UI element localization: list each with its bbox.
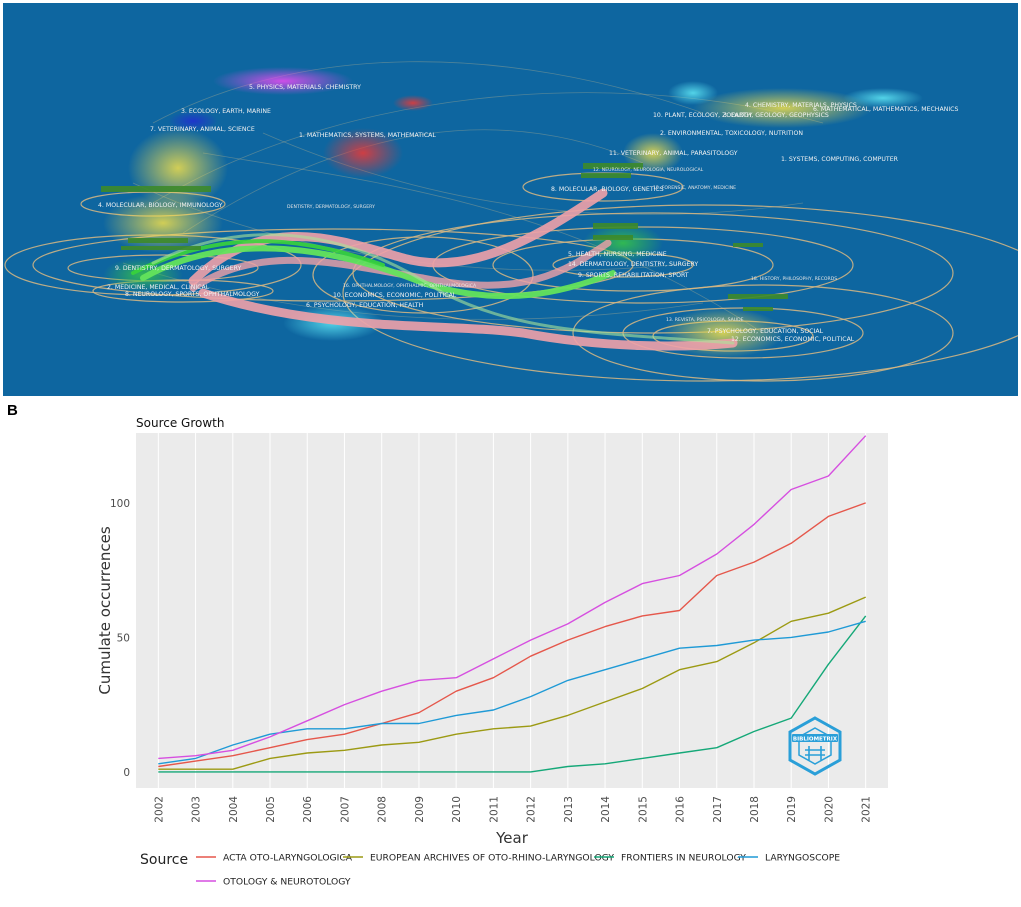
map-label: 5. PHYSICS, MATERIALS, CHEMISTRY <box>249 84 361 91</box>
map-label: 7. PSYCHOLOGY, EDUCATION, SOCIAL <box>707 328 824 335</box>
x-tick-label: 2015 <box>637 796 649 823</box>
x-tick-label: 2013 <box>563 796 575 823</box>
map-label: 9. DENTISTRY, DERMATOLOGY, SURGERY <box>115 265 241 272</box>
x-tick-label: 2009 <box>414 796 426 823</box>
legend-label: OTOLOGY & NEUROTOLOGY <box>223 877 351 888</box>
y-tick-label: 0 <box>123 767 130 779</box>
map-label: 12. ECONOMICS, ECONOMIC, POLITICAL <box>731 336 855 343</box>
x-tick-label: 2021 <box>861 796 873 823</box>
map-label: 11. VETERINARY, ANIMAL, PARASITOLOGY <box>609 150 738 157</box>
chart-title: Source Growth <box>136 416 224 430</box>
x-tick-label: 2012 <box>526 796 538 823</box>
y-axis-title: Cumulate occurrences <box>96 526 114 694</box>
map-label: 8. NEUROLOGY, SPORTS, OPHTHALMOLOGY <box>125 291 260 298</box>
map-label: 5. HEALTH, NURSING, MEDICINE <box>568 251 667 258</box>
series-line <box>158 615 867 773</box>
map-label: 1. SYSTEMS, COMPUTING, COMPUTER <box>781 156 899 163</box>
x-tick-label: 2004 <box>228 796 240 823</box>
cluster-labels: 5. PHYSICS, MATERIALS, CHEMISTRY 3. ECOL… <box>98 84 958 343</box>
x-tick-label: 2020 <box>823 796 835 823</box>
x-tick-label: 2010 <box>451 796 463 823</box>
series-line <box>158 620 866 765</box>
series-line <box>158 502 866 768</box>
map-label: 13. REVISTA, PSICOLOGIA, SAUDE <box>666 317 744 323</box>
map-label: 2. ENVIRONMENTAL, TOXICOLOGY, NUTRITION <box>660 130 803 137</box>
x-axis-title: Year <box>495 829 529 847</box>
legend-label: ACTA OTO-LARYNGOLOGICA <box>223 853 353 864</box>
map-label: 14. DERMATOLOGY, DENTISTRY, SURGERY <box>568 261 698 268</box>
x-tick-label: 2011 <box>488 796 500 823</box>
x-tick-label: 2007 <box>339 796 351 823</box>
y-tick-label: 100 <box>110 498 130 510</box>
map-label: 9. SPORTS, REHABILITATION, SPORT <box>578 272 689 279</box>
x-tick-label: 2017 <box>712 796 724 823</box>
map-label: 4. MOLECULAR, BIOLOGY, IMMUNOLOGY <box>98 202 223 209</box>
legend-title: Source <box>140 852 188 868</box>
x-tick-label: 2016 <box>675 796 687 823</box>
map-label-small: DENTISTRY, DERMATOLOGY, SURGERY <box>287 204 375 210</box>
map-label: 3. ECOLOGY, EARTH, MARINE <box>181 108 271 115</box>
legend-label: FRONTIERS IN NEUROLOGY <box>621 853 746 864</box>
panel-b-letter: B <box>7 402 18 419</box>
x-tick-label: 2014 <box>600 796 612 823</box>
series-lines <box>158 435 867 773</box>
logo-hexagon-outer <box>788 716 842 776</box>
overlay-science-map: 5. PHYSICS, MATERIALS, CHEMISTRY 3. ECOL… <box>3 3 1018 396</box>
legend-label: EUROPEAN ARCHIVES OF OTO-RHINO-LARYNGOLO… <box>370 853 614 864</box>
bibliometrix-logo: BIBLIOMETRIX <box>788 716 842 776</box>
logo-text: BIBLIOMETRIX <box>793 737 838 743</box>
legend-label: LARYNGOSCOPE <box>765 853 840 864</box>
x-tick-label: 2006 <box>302 796 314 823</box>
map-label-small: 15. FORENSIC, ANATOMY, MEDICINE <box>653 185 736 191</box>
series-line <box>158 596 866 770</box>
x-tick-label: 2002 <box>153 796 165 823</box>
y-tick-labels: 0 50 100 <box>110 498 130 779</box>
logo-mark <box>805 746 825 760</box>
map-label: 6. MATHEMATICAL, MATHEMATICS, MECHANICS <box>813 106 958 113</box>
x-tick-label: 2005 <box>265 796 277 823</box>
y-tick-label: 50 <box>117 632 130 644</box>
logo-banner <box>792 734 838 742</box>
map-label: 2. MEDICINE, MEDICAL, CLINICAL <box>107 284 210 291</box>
overlay-map-graphic: 5. PHYSICS, MATERIALS, CHEMISTRY 3. ECOL… <box>4 61 1018 382</box>
map-label: 18. HISTORY, PHILOSOPHY, RECORDS <box>751 276 837 282</box>
x-tick-labels: 2002 2003 2004 2005 2006 2007 2008 2009 2010 2011… <box>153 796 872 823</box>
series-line <box>158 435 867 760</box>
x-tick-label: 2003 <box>191 796 203 823</box>
plot-background <box>136 433 888 788</box>
map-label-small: 16. OPHTHALMOLOGY, OPHTHALMIC, OPHTHALMO… <box>343 283 477 289</box>
map-label: 4. CHEMISTRY, MATERIALS, PHYSICS <box>745 102 857 109</box>
map-label: 10. PLANT, ECOLOGY, ZOOLOGY <box>653 112 753 119</box>
x-tick-label: 2019 <box>786 796 798 823</box>
map-label: 6. PSYCHOLOGY, EDUCATION, HEALTH <box>306 302 424 309</box>
map-label: 10. ECONOMICS, ECONOMIC, POLITICAL <box>333 292 457 299</box>
map-label-small: 12. NEUROLOGY, NEUROLOGIA, NEUROLOGICAL <box>593 167 704 173</box>
x-tick-label: 2008 <box>377 796 389 823</box>
x-tick-label: 2018 <box>749 796 761 823</box>
map-label: 8. MOLECULAR, BIOLOGY, GENETICS <box>551 186 664 193</box>
cluster-bars <box>101 163 788 311</box>
map-label: 1. MATHEMATICS, SYSTEMS, MATHEMATICAL <box>299 132 436 139</box>
legend: ACTA OTO-LARYNGOLOGICA EUROPEAN ARCHIVES … <box>196 853 840 888</box>
map-label: 7. VETERINARY, ANIMAL, SCIENCE <box>150 126 255 133</box>
citation-flows <box>131 188 738 351</box>
map-label: 3. EARTH, GEOLOGY, GEOPHYSICS <box>723 112 829 119</box>
